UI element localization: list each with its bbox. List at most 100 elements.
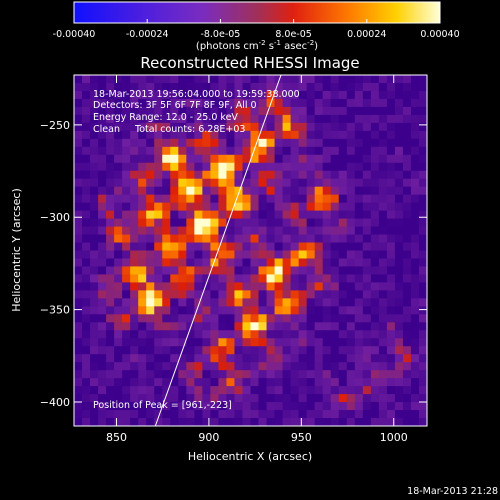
heatmap-cell: [98, 298, 107, 307]
heatmap-cell: [218, 114, 228, 124]
annotation-detectors: Detectors: 3F 5F 6F 7F 8F 9F, All 0: [93, 100, 257, 111]
heatmap-cell: [234, 234, 244, 244]
heatmap-cell: [378, 266, 388, 276]
heatmap-cell: [154, 186, 163, 196]
heatmap-cell: [154, 346, 163, 355]
heatmap-cell: [394, 386, 404, 395]
heatmap-cell: [194, 354, 203, 363]
heatmap-cell: [202, 146, 211, 156]
heatmap-cell: [378, 194, 388, 204]
heatmap-cell: [298, 418, 308, 426]
heatmap-cell: [330, 282, 340, 291]
heatmap-cell: [354, 170, 364, 180]
heatmap-cell: [194, 170, 203, 180]
heatmap-cell: [330, 402, 340, 411]
heatmap-cell: [410, 274, 420, 284]
heatmap-cell: [122, 306, 131, 315]
heatmap-cell: [338, 90, 348, 100]
heatmap-cell: [98, 418, 107, 426]
heatmap-cell: [298, 378, 308, 387]
heatmap-cell: [122, 338, 131, 347]
heatmap-cell: [106, 370, 115, 379]
heatmap-cell: [234, 122, 244, 132]
heatmap-cell: [130, 82, 139, 92]
heatmap-cell: [250, 226, 260, 236]
heatmap-cell: [322, 298, 332, 307]
heatmap-cell: [370, 354, 380, 363]
heatmap-cell: [410, 306, 420, 315]
heatmap-cell: [194, 322, 203, 331]
heatmap-cell: [386, 298, 396, 307]
heatmap-cell: [266, 170, 276, 180]
solar-limb-line: [154, 75, 282, 426]
heatmap-cell: [322, 386, 332, 395]
heatmap-cell: [354, 106, 364, 116]
heatmap-cell: [138, 170, 147, 180]
heatmap-cell: [322, 114, 332, 124]
heatmap-cell: [202, 402, 211, 411]
heatmap-cell: [154, 90, 163, 100]
heatmap-cell: [226, 82, 236, 92]
heatmap-cell: [354, 418, 364, 426]
colorbar-tick-label: -0.00040: [53, 29, 96, 40]
heatmap-cell: [290, 178, 300, 188]
heatmap-cell: [146, 226, 155, 236]
heatmap-cell: [418, 346, 427, 355]
heatmap-cell: [234, 82, 244, 92]
heatmap-cell: [322, 338, 332, 347]
heatmap-cell: [170, 122, 179, 132]
heatmap-cell: [210, 90, 220, 100]
heatmap-cell: [114, 330, 123, 339]
heatmap-cell: [266, 146, 276, 156]
heatmap-cell: [378, 75, 388, 84]
heatmap-cell: [90, 130, 99, 140]
heatmap-cell: [266, 202, 276, 212]
heatmap-cell: [154, 106, 163, 116]
heatmap-cell: [346, 362, 356, 371]
heatmap-cell: [314, 226, 324, 236]
heatmap-cell: [282, 90, 292, 100]
heatmap-cell: [386, 170, 396, 180]
heatmap-cell: [362, 298, 372, 307]
heatmap-cell: [202, 418, 211, 426]
heatmap-cell: [210, 226, 220, 236]
heatmap-cell: [146, 362, 155, 371]
heatmap-cell: [138, 410, 147, 419]
heatmap-cell: [362, 210, 372, 220]
heatmap-cell: [218, 162, 228, 172]
heatmap-cell: [90, 330, 99, 339]
heatmap-cell: [186, 194, 195, 204]
heatmap-cell: [306, 170, 316, 180]
heatmap-cell: [138, 298, 147, 307]
heatmap-cell: [218, 122, 228, 132]
heatmap-cell: [130, 330, 139, 339]
heatmap-cell: [402, 146, 412, 156]
heatmap-cell: [202, 186, 211, 196]
heatmap-cell: [386, 210, 396, 220]
heatmap-cell: [138, 418, 147, 426]
heatmap-cell: [354, 410, 364, 419]
heatmap-cell: [354, 314, 364, 323]
heatmap-cell: [330, 298, 340, 307]
heatmap-cell: [410, 314, 420, 323]
heatmap-cell: [354, 218, 364, 228]
heatmap-cell: [154, 330, 163, 339]
heatmap-cell: [242, 282, 252, 291]
heatmap-cell: [218, 90, 228, 100]
heatmap-cell: [298, 90, 308, 100]
heatmap-cell: [394, 186, 404, 196]
heatmap-cell: [346, 394, 356, 403]
heatmap-cell: [226, 75, 236, 84]
heatmap-cell: [162, 194, 171, 204]
heatmap-cell: [74, 274, 83, 284]
heatmap-cell: [274, 122, 284, 132]
heatmap-cell: [378, 250, 388, 260]
heatmap-cell: [130, 90, 139, 100]
heatmap-cell: [298, 202, 308, 212]
heatmap-cell: [122, 330, 131, 339]
heatmap-cell: [138, 402, 147, 411]
heatmap-cell: [146, 282, 155, 291]
heatmap-cell: [162, 378, 171, 387]
heatmap-cell: [330, 154, 340, 164]
heatmap-cell: [290, 146, 300, 156]
